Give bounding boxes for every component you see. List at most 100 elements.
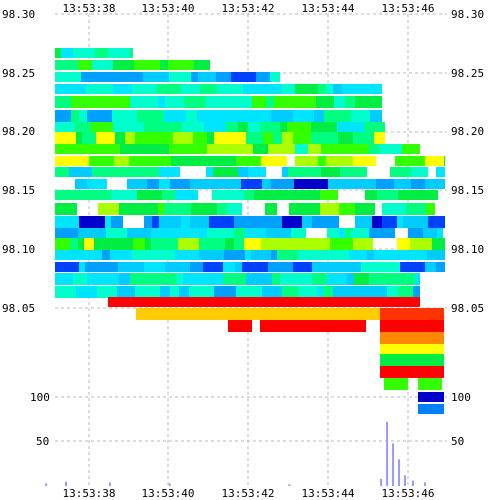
depth-cell-14-19 [403,216,428,228]
depth-cell-20-21 [387,286,398,298]
depth-cell-12-8 [184,190,198,200]
depth-cell-12-16 [365,190,377,200]
depth-cell-9-8 [222,156,236,166]
depth-cell-20-6 [170,286,179,298]
depth-cell-6-5 [144,122,164,132]
depth-cell-7-17 [282,132,293,144]
x-tick-bottom-4: 13:53:46 [382,487,435,500]
depth-cell-18-2 [85,262,112,272]
volume-bar-8 [398,459,401,486]
depth-cell-16-14 [244,238,261,250]
depth-cell-19-19 [369,273,389,285]
depth-cell-3-10 [243,84,264,94]
depth-cell-14-2 [105,216,111,228]
depth-cell-14-17 [382,216,397,228]
depth-cell-8-13 [308,144,321,154]
depth-cell-3-6 [157,84,181,94]
depth-cell-7-1 [76,132,82,144]
depth-cell-13-7 [217,203,227,215]
depth-cell-4-18 [334,96,345,108]
depth-cell-0-3 [95,48,108,58]
depth-cell-16-2 [78,238,84,250]
depth-cell-10-2 [92,167,109,177]
depth-cell-10-10 [282,167,288,177]
depth-cell-3-1 [72,84,86,94]
depth-cell-17-24 [427,250,445,260]
volume-bar-10 [411,480,414,486]
depth-cell-6-7 [182,122,204,132]
y-tick-right-0: 98.30 [451,8,484,21]
depth-cell-3-12 [282,84,295,94]
depth-cell-15-9 [207,228,234,238]
depth-cell-18-4 [118,262,124,272]
depth-cell-19-21 [415,273,420,285]
depth-cell-4-2 [80,96,105,108]
depth-cell-7-10 [193,132,207,144]
depth-cell-16-0 [55,238,70,250]
volume-bar-6 [386,421,389,486]
volume-tick-left-100: 100 [30,391,50,404]
depth-cell-6-13 [280,122,287,132]
depth-cell-3-5 [132,84,157,94]
depth-cell-8-11 [268,144,295,154]
depth-cell-5-1 [71,110,79,122]
depth-cell-7-7 [135,132,146,144]
depth-cell-14-16 [372,216,382,228]
depth-cell-0-0 [55,48,61,58]
depth-cell-14-5 [152,216,159,228]
depth-cell-7-5 [115,132,125,144]
depth-cell-9-0 [55,156,74,166]
depth-cell-16-7 [145,238,151,250]
depth-cell-14-14 [312,216,339,228]
depth-cell-15-3 [86,228,106,238]
depth-cell-12-12 [254,190,276,200]
depth-cell-8-17 [379,144,402,154]
depth-cell-17-3 [83,250,92,260]
depth-cell-3-11 [264,84,282,94]
depth-cell-11-9 [190,179,214,189]
depth-cell-1-0 [55,60,78,70]
depth-cell-14-1 [79,216,105,228]
depth-cell-7-20 [338,132,353,144]
volume-bar-0 [45,483,48,486]
depth-cell-11-15 [318,179,328,189]
depth-cell-16-13 [234,238,244,250]
depth-cell-0-4 [108,48,130,58]
depth-cell-8-14 [321,144,342,154]
depth-cell-7-16 [273,132,282,144]
depth-cell-8-10 [253,144,268,154]
depth-cell-1-7 [194,60,210,70]
depth-cell-9-9 [236,156,261,166]
y-tick-right-1: 98.25 [451,67,484,80]
depth-cell-8-8 [207,144,229,154]
depth-cell-5-5 [137,110,164,122]
depth-cell-17-21 [374,250,390,260]
depth-cell-15-14 [327,228,339,238]
depth-cell-12-4 [129,190,137,200]
depth-cell-6-2 [91,122,113,132]
depth-cell-17-22 [390,250,407,260]
depth-cell-19-9 [208,273,223,285]
depth-cell-4-17 [316,96,334,108]
depth-cell-14-15 [355,216,372,228]
depth-cell-19-15 [312,273,327,285]
depth-cell-11-17 [351,179,376,189]
depth-cell-13-16 [406,203,426,215]
depth-cell-16-11 [199,238,225,250]
depth-cell-13-13 [339,203,355,215]
depth-cell-2-8 [198,72,216,82]
depth-cell-9-12 [318,156,326,166]
volume-bar-2 [108,482,111,486]
depth-cell-19-0 [55,273,73,285]
depth-cell-13-15 [382,203,406,215]
depth-cell-16-8 [151,238,171,250]
depth-cell-20-9 [214,286,236,298]
depth-cell-20-2 [97,286,117,298]
depth-cell-4-6 [158,96,165,108]
depth-cell-11-0 [75,179,81,189]
depth-cell-17-16 [277,250,298,260]
depth-cell-12-11 [244,190,254,200]
depth-cell-5-12 [271,110,293,122]
depth-cell-8-6 [169,144,187,154]
depth-cell-13-1 [98,203,119,215]
